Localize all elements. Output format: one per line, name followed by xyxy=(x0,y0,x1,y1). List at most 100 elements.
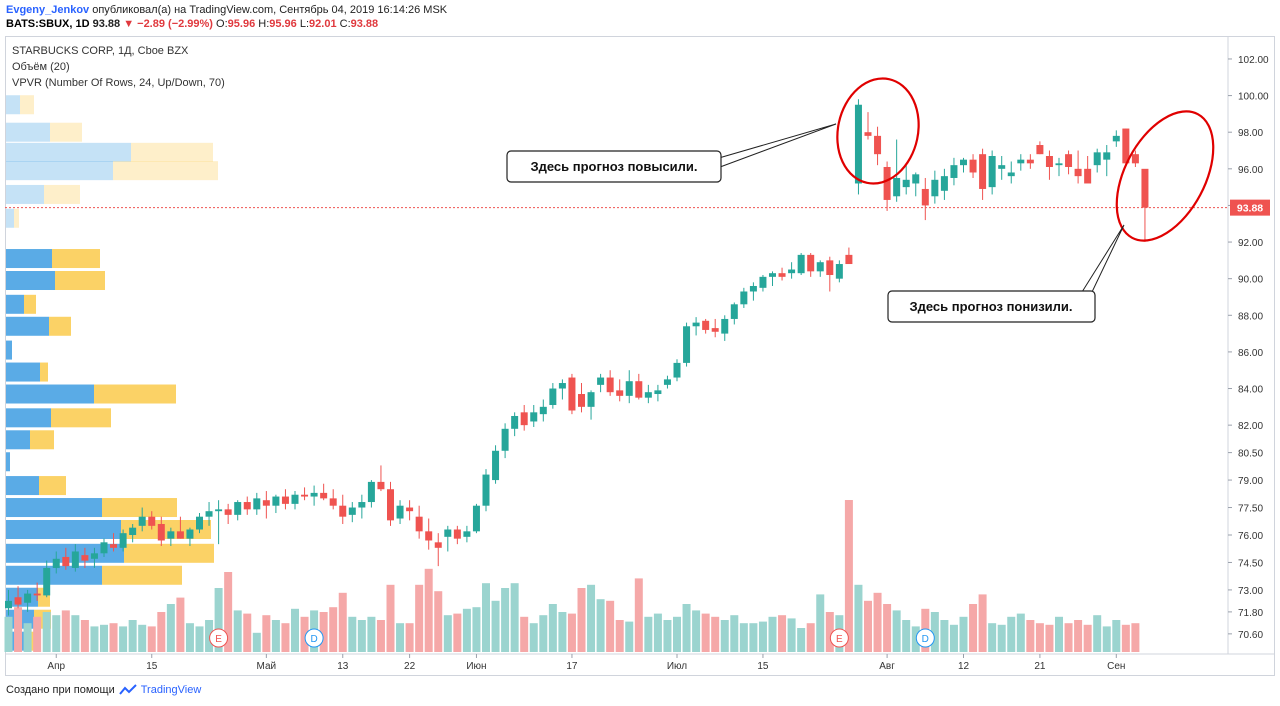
volume-bar xyxy=(854,584,863,652)
volume-bar xyxy=(596,599,605,652)
volume-bar xyxy=(1074,620,1083,652)
candle-body xyxy=(100,542,108,554)
vp-down-bar xyxy=(40,362,48,382)
volume-bar xyxy=(587,584,596,652)
y-tick-label: 88.00 xyxy=(1238,311,1263,322)
candle-body xyxy=(1103,152,1111,160)
volume-bar xyxy=(338,592,347,652)
candle-body xyxy=(721,318,729,334)
y-tick-label: 77.50 xyxy=(1238,504,1263,515)
volume-bar xyxy=(71,615,80,652)
candles xyxy=(5,99,1149,616)
volume-bar xyxy=(224,572,233,652)
y-tick-label: 70.60 xyxy=(1238,630,1263,641)
candle-body xyxy=(110,544,118,548)
volume-bar xyxy=(930,612,939,652)
candle-body xyxy=(1055,163,1063,166)
volume-bar xyxy=(510,583,519,652)
candle-body xyxy=(406,507,414,512)
x-tick-label: Май xyxy=(257,661,277,672)
volume-bar xyxy=(720,620,729,652)
volume-bar xyxy=(653,613,662,652)
candle-body xyxy=(62,556,70,567)
candle-body xyxy=(43,567,51,596)
volume-bar xyxy=(787,618,796,652)
event-marker-E xyxy=(209,628,229,648)
volume-bar xyxy=(424,568,433,652)
volume-bar xyxy=(271,620,280,652)
candle-body xyxy=(463,531,471,537)
volume-bar xyxy=(90,626,99,652)
high-value: 95.96 xyxy=(269,18,297,30)
volume-bar xyxy=(80,620,89,652)
vp-down-bar xyxy=(49,316,71,336)
price-line: 93.88 xyxy=(5,199,1270,216)
volume-bar xyxy=(300,616,309,652)
price-change: −2.89 (−2.99%) xyxy=(137,18,213,30)
volume-bar xyxy=(434,591,443,652)
published-info: опубликовал(а) на TradingView.com, Сентя… xyxy=(92,4,448,16)
volume-bar xyxy=(567,613,576,652)
candle-body xyxy=(1122,128,1130,164)
volume-bar xyxy=(682,604,691,652)
volume-bar xyxy=(940,620,949,652)
author-link[interactable]: Evgeny_Jenkov xyxy=(6,4,90,16)
candle-body xyxy=(864,132,872,136)
x-tick-label: Авг xyxy=(879,661,895,672)
y-tick-label: 92.00 xyxy=(1238,238,1263,249)
callout-up-text: Здесь прогноз повысили. xyxy=(530,159,697,174)
volume-bar xyxy=(615,620,624,652)
volume-bar xyxy=(902,620,911,652)
close-value: 93.88 xyxy=(350,18,379,30)
vp-up-bar xyxy=(6,565,102,585)
volume-bar xyxy=(357,620,366,652)
event-marker-label: D xyxy=(310,634,317,645)
y-tick-label: 96.00 xyxy=(1238,165,1263,176)
candle-body xyxy=(119,533,127,548)
candle-body xyxy=(291,494,299,504)
footer-brand[interactable]: TradingView xyxy=(140,684,202,696)
volume-bar xyxy=(396,623,405,652)
candle-body xyxy=(539,406,547,415)
candle-body xyxy=(950,165,958,178)
candle-body xyxy=(90,553,98,559)
vp-down-bar xyxy=(30,430,54,450)
volume-bar xyxy=(157,612,166,652)
vp-up-bar xyxy=(6,184,44,204)
chart-header: Evgeny_Jenkov опубликовал(а) на TradingV… xyxy=(6,3,447,31)
candle-body xyxy=(1112,135,1120,142)
low-value: 92.01 xyxy=(309,18,337,30)
vp-up-bar xyxy=(6,95,20,115)
y-tick-label: 74.50 xyxy=(1238,558,1263,569)
candle-body xyxy=(530,412,538,422)
candle-body xyxy=(186,529,194,539)
candle-body xyxy=(749,285,757,292)
callout-down-text: Здесь прогноз понизили. xyxy=(909,299,1072,314)
legend-volume: Объём (20) xyxy=(12,61,70,73)
volume-bar xyxy=(415,584,424,652)
candle-body xyxy=(1131,154,1139,164)
symbol-label: BATS:SBUX, 1D xyxy=(6,18,90,30)
candle-body xyxy=(673,362,681,378)
volume-bar xyxy=(816,594,825,652)
candle-body xyxy=(52,558,60,568)
vp-down-bar xyxy=(50,122,82,142)
volume-bar xyxy=(558,612,567,652)
x-tick-label: 21 xyxy=(1034,661,1046,672)
candle-body xyxy=(578,394,585,407)
chart-legend: STARBUCKS CORP, 1Д, Cboe BZX Объём (20) … xyxy=(12,43,225,91)
volume-bar xyxy=(1083,624,1092,652)
callout-pointer xyxy=(1081,224,1125,293)
candle-body xyxy=(243,502,251,510)
candle-body xyxy=(549,388,557,406)
volume-bar xyxy=(1093,615,1102,652)
candle-body xyxy=(940,176,948,191)
x-tick-label: Июл xyxy=(667,661,687,672)
candle-body xyxy=(253,498,261,510)
candle-body xyxy=(988,156,996,188)
last-price-badge-text: 93.88 xyxy=(1237,203,1263,215)
event-marker-E xyxy=(829,628,849,648)
volume-bar xyxy=(252,632,261,652)
volume-bar xyxy=(214,588,223,652)
